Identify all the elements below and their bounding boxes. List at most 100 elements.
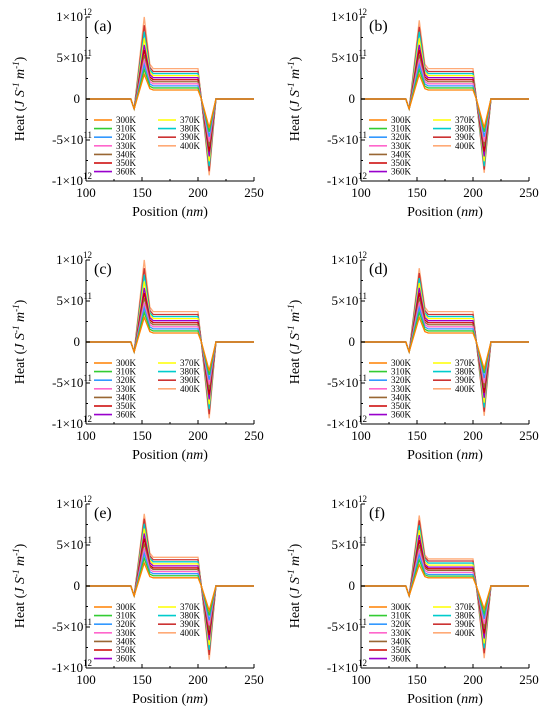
series-line xyxy=(86,518,254,655)
legend-label: 380K xyxy=(455,124,476,134)
series-line xyxy=(86,543,254,631)
chart-panel: 100 150 200 250 1×1012 5×1011 0 -5×1011 -1×1012 (… xyxy=(286,250,539,463)
y-tick-label: -1×1012 xyxy=(327,658,367,675)
y-tick-label: -5×1011 xyxy=(52,130,92,147)
x-tick-label: 150 xyxy=(132,672,152,687)
x-tick-label: 250 xyxy=(519,672,539,687)
series-line xyxy=(361,515,529,659)
x-tick-label: 100 xyxy=(76,428,96,443)
x-tick-label: 250 xyxy=(244,185,264,200)
legend-label: 310K xyxy=(116,124,137,134)
legend-label: 320K xyxy=(391,375,412,385)
x-tick-label: 250 xyxy=(519,428,539,443)
y-axis-label: Heat (J S-1 m-1) xyxy=(286,543,303,628)
x-tick-label: 150 xyxy=(407,672,427,687)
x-tick-label: 100 xyxy=(351,428,371,443)
panel-label: (a) xyxy=(94,18,112,35)
legend-label: 330K xyxy=(116,141,137,151)
legend-label: 330K xyxy=(116,628,137,638)
x-tick-label: 100 xyxy=(76,185,96,200)
legend-label: 360K xyxy=(116,167,137,177)
series-line xyxy=(86,72,254,128)
x-tick-label: 150 xyxy=(132,428,152,443)
series-line xyxy=(361,26,529,170)
panel-label: (d) xyxy=(369,261,388,278)
series-line xyxy=(361,557,529,617)
x-tick-label: 200 xyxy=(463,672,483,687)
series-line xyxy=(86,49,254,152)
legend-label: 400K xyxy=(455,141,476,151)
series-line xyxy=(86,523,254,651)
y-tick-label: 5×1011 xyxy=(331,535,367,552)
legend-label: 350K xyxy=(116,645,137,655)
y-axis-label: Heat (J S-1 m-1) xyxy=(11,543,28,628)
panel-label: (e) xyxy=(94,505,112,522)
legend-label: 330K xyxy=(391,141,412,151)
legend-label: 370K xyxy=(180,358,201,368)
legend-label: 350K xyxy=(391,645,412,655)
series-line xyxy=(86,315,254,371)
series-line xyxy=(86,259,254,419)
y-axis-label: Heat (J S-1 m-1) xyxy=(11,299,28,384)
legend-label: 400K xyxy=(455,384,476,394)
series-line xyxy=(361,530,529,644)
y-tick-label: 0 xyxy=(349,91,356,106)
x-tick-label: 200 xyxy=(463,185,483,200)
legend-label: 380K xyxy=(455,611,476,621)
legend-label: 390K xyxy=(180,132,201,142)
y-tick-label: 5×1011 xyxy=(56,48,92,65)
legend-label: 300K xyxy=(116,358,137,368)
series-line xyxy=(86,25,254,172)
y-axis-label: Heat (J S-1 m-1) xyxy=(286,56,303,141)
y-axis-label: Heat (J S-1 m-1) xyxy=(11,56,28,141)
legend-label: 400K xyxy=(180,141,201,151)
series-line xyxy=(86,310,254,375)
legend-label: 390K xyxy=(455,375,476,385)
series-line xyxy=(361,539,529,634)
x-tick-label: 200 xyxy=(188,428,208,443)
x-tick-label: 100 xyxy=(351,672,371,687)
legend-label: 380K xyxy=(180,611,201,621)
series-line xyxy=(361,44,529,157)
legend-label: 310K xyxy=(391,124,412,134)
legend-label: 320K xyxy=(116,375,137,385)
series-line xyxy=(86,561,254,613)
x-tick-label: 150 xyxy=(407,185,427,200)
series-line xyxy=(86,16,254,176)
x-tick-label: 150 xyxy=(132,185,152,200)
series-line xyxy=(86,38,254,162)
series-line xyxy=(361,38,529,162)
legend-label: 390K xyxy=(180,619,201,629)
legend-label: 380K xyxy=(180,367,201,377)
legend-label: 350K xyxy=(116,158,137,168)
y-tick-label: 0 xyxy=(349,578,356,593)
chart-panel: 100 150 200 250 1×1012 5×1011 0 -5×1011 -1×1012 (… xyxy=(286,494,539,707)
legend-label: 400K xyxy=(180,384,201,394)
legend-label: 360K xyxy=(116,410,137,420)
legend-label: 340K xyxy=(391,149,412,159)
x-tick-label: 250 xyxy=(519,185,539,200)
legend-label: 340K xyxy=(116,636,137,646)
legend-label: 310K xyxy=(116,367,137,377)
legend-label: 330K xyxy=(391,628,412,638)
y-tick-label: -5×1011 xyxy=(327,130,367,147)
legend-label: 300K xyxy=(391,602,412,612)
x-tick-label: 200 xyxy=(463,428,483,443)
x-tick-label: 100 xyxy=(351,185,371,200)
series-line xyxy=(86,292,254,395)
x-tick-label: 200 xyxy=(188,185,208,200)
x-axis-label: Position (nm) xyxy=(407,205,483,220)
legend-label: 320K xyxy=(116,132,137,142)
y-tick-label: -1×1012 xyxy=(327,414,367,431)
y-tick-label: 1×1012 xyxy=(331,7,367,24)
y-tick-label: 5×1011 xyxy=(56,291,92,308)
series-line xyxy=(361,72,529,128)
legend-label: 360K xyxy=(391,654,412,664)
series-line xyxy=(86,513,254,660)
series-line xyxy=(86,44,254,157)
x-axis-label: Position (nm) xyxy=(132,448,208,463)
y-tick-label: 1×1012 xyxy=(56,250,92,267)
chart-panel: 100 150 200 250 1×1012 5×1011 0 -5×1011 -1×1012 (… xyxy=(11,7,264,220)
y-tick-label: -1×1012 xyxy=(52,171,92,188)
